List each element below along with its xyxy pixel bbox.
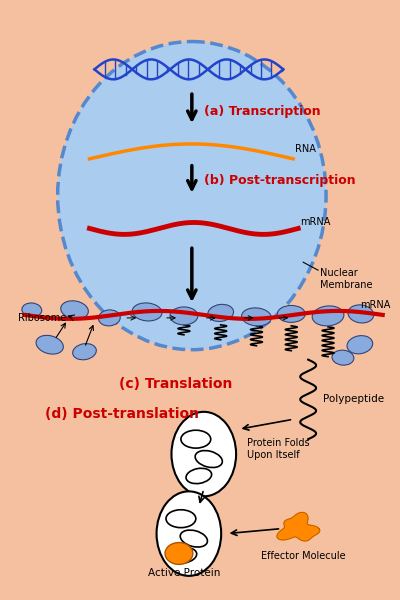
Text: (b) Post-transcription: (b) Post-transcription (204, 174, 356, 187)
Text: Effector Molecule: Effector Molecule (261, 551, 346, 562)
Ellipse shape (180, 530, 208, 547)
Text: (d) Post-translation: (d) Post-translation (45, 407, 199, 421)
Text: mRNA: mRNA (360, 300, 390, 310)
Text: Polypeptide: Polypeptide (323, 394, 384, 404)
Ellipse shape (242, 308, 271, 326)
Ellipse shape (186, 468, 212, 484)
Text: (a) Transcription: (a) Transcription (204, 104, 320, 118)
Ellipse shape (36, 335, 63, 354)
Ellipse shape (347, 335, 373, 354)
Ellipse shape (165, 542, 193, 565)
Ellipse shape (98, 310, 120, 326)
Ellipse shape (312, 306, 344, 326)
Ellipse shape (208, 304, 234, 322)
Text: RNA: RNA (295, 144, 316, 154)
Ellipse shape (166, 510, 196, 527)
Ellipse shape (61, 301, 88, 319)
Text: Protein Folds
Upon Itself: Protein Folds Upon Itself (246, 439, 309, 460)
Text: Nuclear
Membrane: Nuclear Membrane (320, 268, 372, 290)
Ellipse shape (170, 307, 198, 325)
Ellipse shape (195, 451, 222, 467)
Ellipse shape (348, 305, 374, 323)
Text: (c) Translation: (c) Translation (119, 377, 233, 391)
Ellipse shape (172, 412, 236, 496)
Ellipse shape (58, 41, 326, 350)
Ellipse shape (156, 491, 221, 576)
Ellipse shape (132, 303, 162, 321)
Ellipse shape (181, 430, 211, 448)
Ellipse shape (73, 344, 96, 360)
Text: Ribosome: Ribosome (18, 313, 66, 323)
Ellipse shape (277, 305, 305, 322)
Ellipse shape (22, 303, 42, 317)
Text: Active Protein: Active Protein (148, 568, 220, 578)
Ellipse shape (171, 548, 197, 563)
Text: mRNA: mRNA (300, 217, 330, 227)
Ellipse shape (332, 350, 354, 365)
Polygon shape (277, 512, 320, 541)
